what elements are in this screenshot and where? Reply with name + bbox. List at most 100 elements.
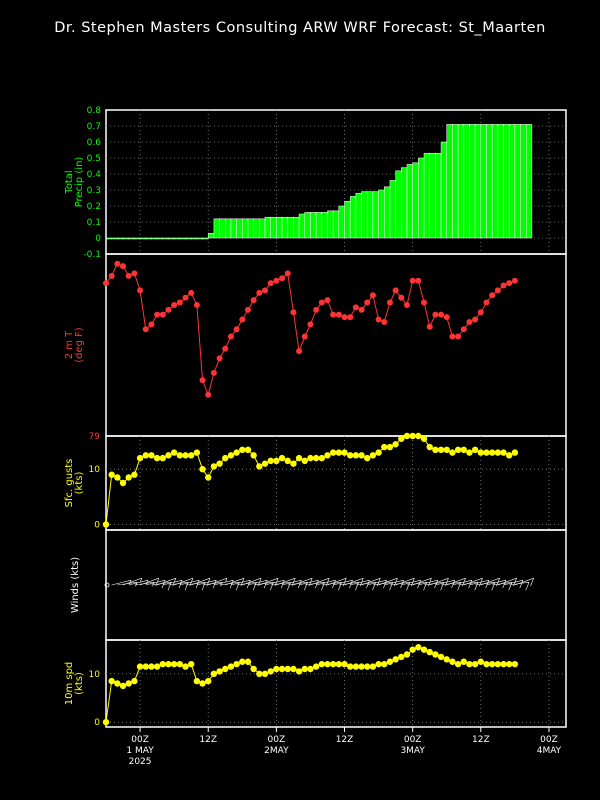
wind-barb-feather xyxy=(349,580,353,589)
precip-bar xyxy=(213,218,220,239)
precip-bar xyxy=(469,124,476,239)
temp-data-point xyxy=(352,304,359,311)
temp-data-point xyxy=(347,314,354,321)
temp-data-point xyxy=(449,333,456,340)
temp-data-point xyxy=(432,311,439,318)
gusts-data-point xyxy=(182,452,189,459)
spd-data-point xyxy=(329,660,337,668)
spd-data-point xyxy=(346,663,354,670)
spd-data-point xyxy=(420,646,428,653)
wind-barb-staff xyxy=(446,577,466,586)
precip-bar xyxy=(259,218,266,239)
temp-data-point xyxy=(262,287,269,294)
gusts-data-point xyxy=(318,454,326,462)
temp-data-point xyxy=(193,301,200,308)
precip-ytick-label: 0.2 xyxy=(87,202,101,212)
wind-barb-staff xyxy=(162,579,183,586)
gusts-data-point xyxy=(449,449,456,456)
precip-bar xyxy=(111,237,118,240)
precip-bar xyxy=(429,152,436,239)
wind-barb-staff xyxy=(327,577,347,586)
gusts-data-point xyxy=(256,463,263,470)
wind-barb-staff xyxy=(196,579,217,586)
gusts-ylabel: Sfc. gusts xyxy=(64,459,75,508)
temp-ytick-label: 79 xyxy=(89,432,101,442)
precip-bar xyxy=(122,237,129,240)
spd-data-point xyxy=(125,680,132,687)
wind-barb-feather xyxy=(269,582,274,591)
temp-data-point xyxy=(358,306,365,313)
wind-barb-feather xyxy=(519,580,524,589)
gusts-data-point xyxy=(187,452,195,459)
temp-data-point xyxy=(159,311,166,318)
temp-data-point xyxy=(176,299,183,306)
precip-bar xyxy=(168,237,175,240)
spd-data-point xyxy=(511,660,519,668)
wind-barb-feather xyxy=(440,582,445,591)
wind-barb-staff xyxy=(401,579,421,586)
x-tick-label: 00Z xyxy=(131,735,149,745)
spd-data-point xyxy=(216,668,223,675)
temp-data-point xyxy=(296,348,303,355)
temp-data-point xyxy=(279,275,286,282)
temp-data-point xyxy=(466,318,473,325)
gusts-ytick-label: 0 xyxy=(94,520,100,530)
gusts-data-point xyxy=(426,443,433,451)
precip-bar xyxy=(355,192,362,239)
gusts-data-point xyxy=(278,454,286,462)
temp-data-point xyxy=(494,287,501,294)
wind-barb-staff xyxy=(486,579,506,586)
precip-bar xyxy=(202,237,209,240)
precip-bar xyxy=(253,218,260,239)
spd-data-point xyxy=(239,658,246,665)
spd-data-point xyxy=(341,660,348,668)
precip-bar xyxy=(236,218,243,239)
precip-bar xyxy=(225,218,232,239)
wind-barb-staff xyxy=(463,577,483,586)
spd-data-point xyxy=(233,660,240,668)
spd-data-point xyxy=(199,680,206,687)
spd-data-point xyxy=(403,651,411,658)
wind-barb-feather xyxy=(485,580,490,589)
gusts-data-point xyxy=(506,452,513,459)
precip-bar xyxy=(162,237,169,240)
spd-data-point xyxy=(244,658,252,665)
precip-bar xyxy=(361,191,368,239)
wind-barb-feather xyxy=(225,578,228,583)
gusts-data-point xyxy=(466,449,473,456)
spd-data-point xyxy=(301,665,308,673)
precip-bar xyxy=(401,167,408,239)
wind-barb-staff xyxy=(497,577,517,586)
spd-data-point xyxy=(261,670,269,678)
temp-data-point xyxy=(313,306,320,313)
gusts-series-line xyxy=(105,435,516,525)
temp-data-point xyxy=(103,280,109,287)
spd-series-line xyxy=(105,646,515,723)
x-tick-date: 4MAY xyxy=(537,746,562,756)
spd-data-point xyxy=(477,658,485,665)
spd-data-point xyxy=(131,677,138,685)
precip-bar xyxy=(491,124,499,239)
precip-bar xyxy=(105,237,112,240)
gusts-data-point xyxy=(301,457,308,465)
temp-data-point xyxy=(307,321,314,328)
wind-barb-staff xyxy=(157,577,177,586)
gusts-data-point xyxy=(511,449,519,456)
gusts-data-point xyxy=(483,449,490,456)
spd-data-point xyxy=(176,660,184,668)
precip-ylabel: Total xyxy=(64,170,75,194)
spd-data-point xyxy=(290,665,297,673)
spd-data-point xyxy=(102,718,110,726)
spd-data-point xyxy=(415,644,422,651)
gusts-data-point xyxy=(403,432,411,440)
temp-data-point xyxy=(301,333,308,340)
spd-data-point xyxy=(273,665,280,673)
precip-bar xyxy=(440,141,447,239)
temp-data-point xyxy=(477,309,484,316)
spd-data-point xyxy=(182,663,189,670)
temp-data-point xyxy=(472,316,479,323)
wind-barb-feather xyxy=(372,582,376,591)
precip-bar xyxy=(247,218,254,239)
temp-data-point xyxy=(199,377,206,384)
x-tick-label: 00Z xyxy=(540,735,558,745)
